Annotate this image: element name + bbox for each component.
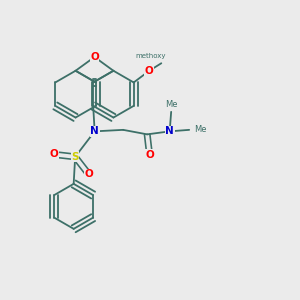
Text: Me: Me (165, 100, 177, 109)
Text: N: N (90, 126, 99, 136)
Text: N: N (165, 126, 174, 136)
Text: O: O (90, 52, 99, 62)
Text: O: O (84, 169, 93, 179)
Text: methoxy: methoxy (136, 53, 166, 59)
Text: Me: Me (194, 125, 206, 134)
Text: O: O (50, 149, 58, 160)
Text: S: S (71, 152, 79, 162)
Text: O: O (145, 66, 154, 76)
Text: O: O (145, 150, 154, 160)
